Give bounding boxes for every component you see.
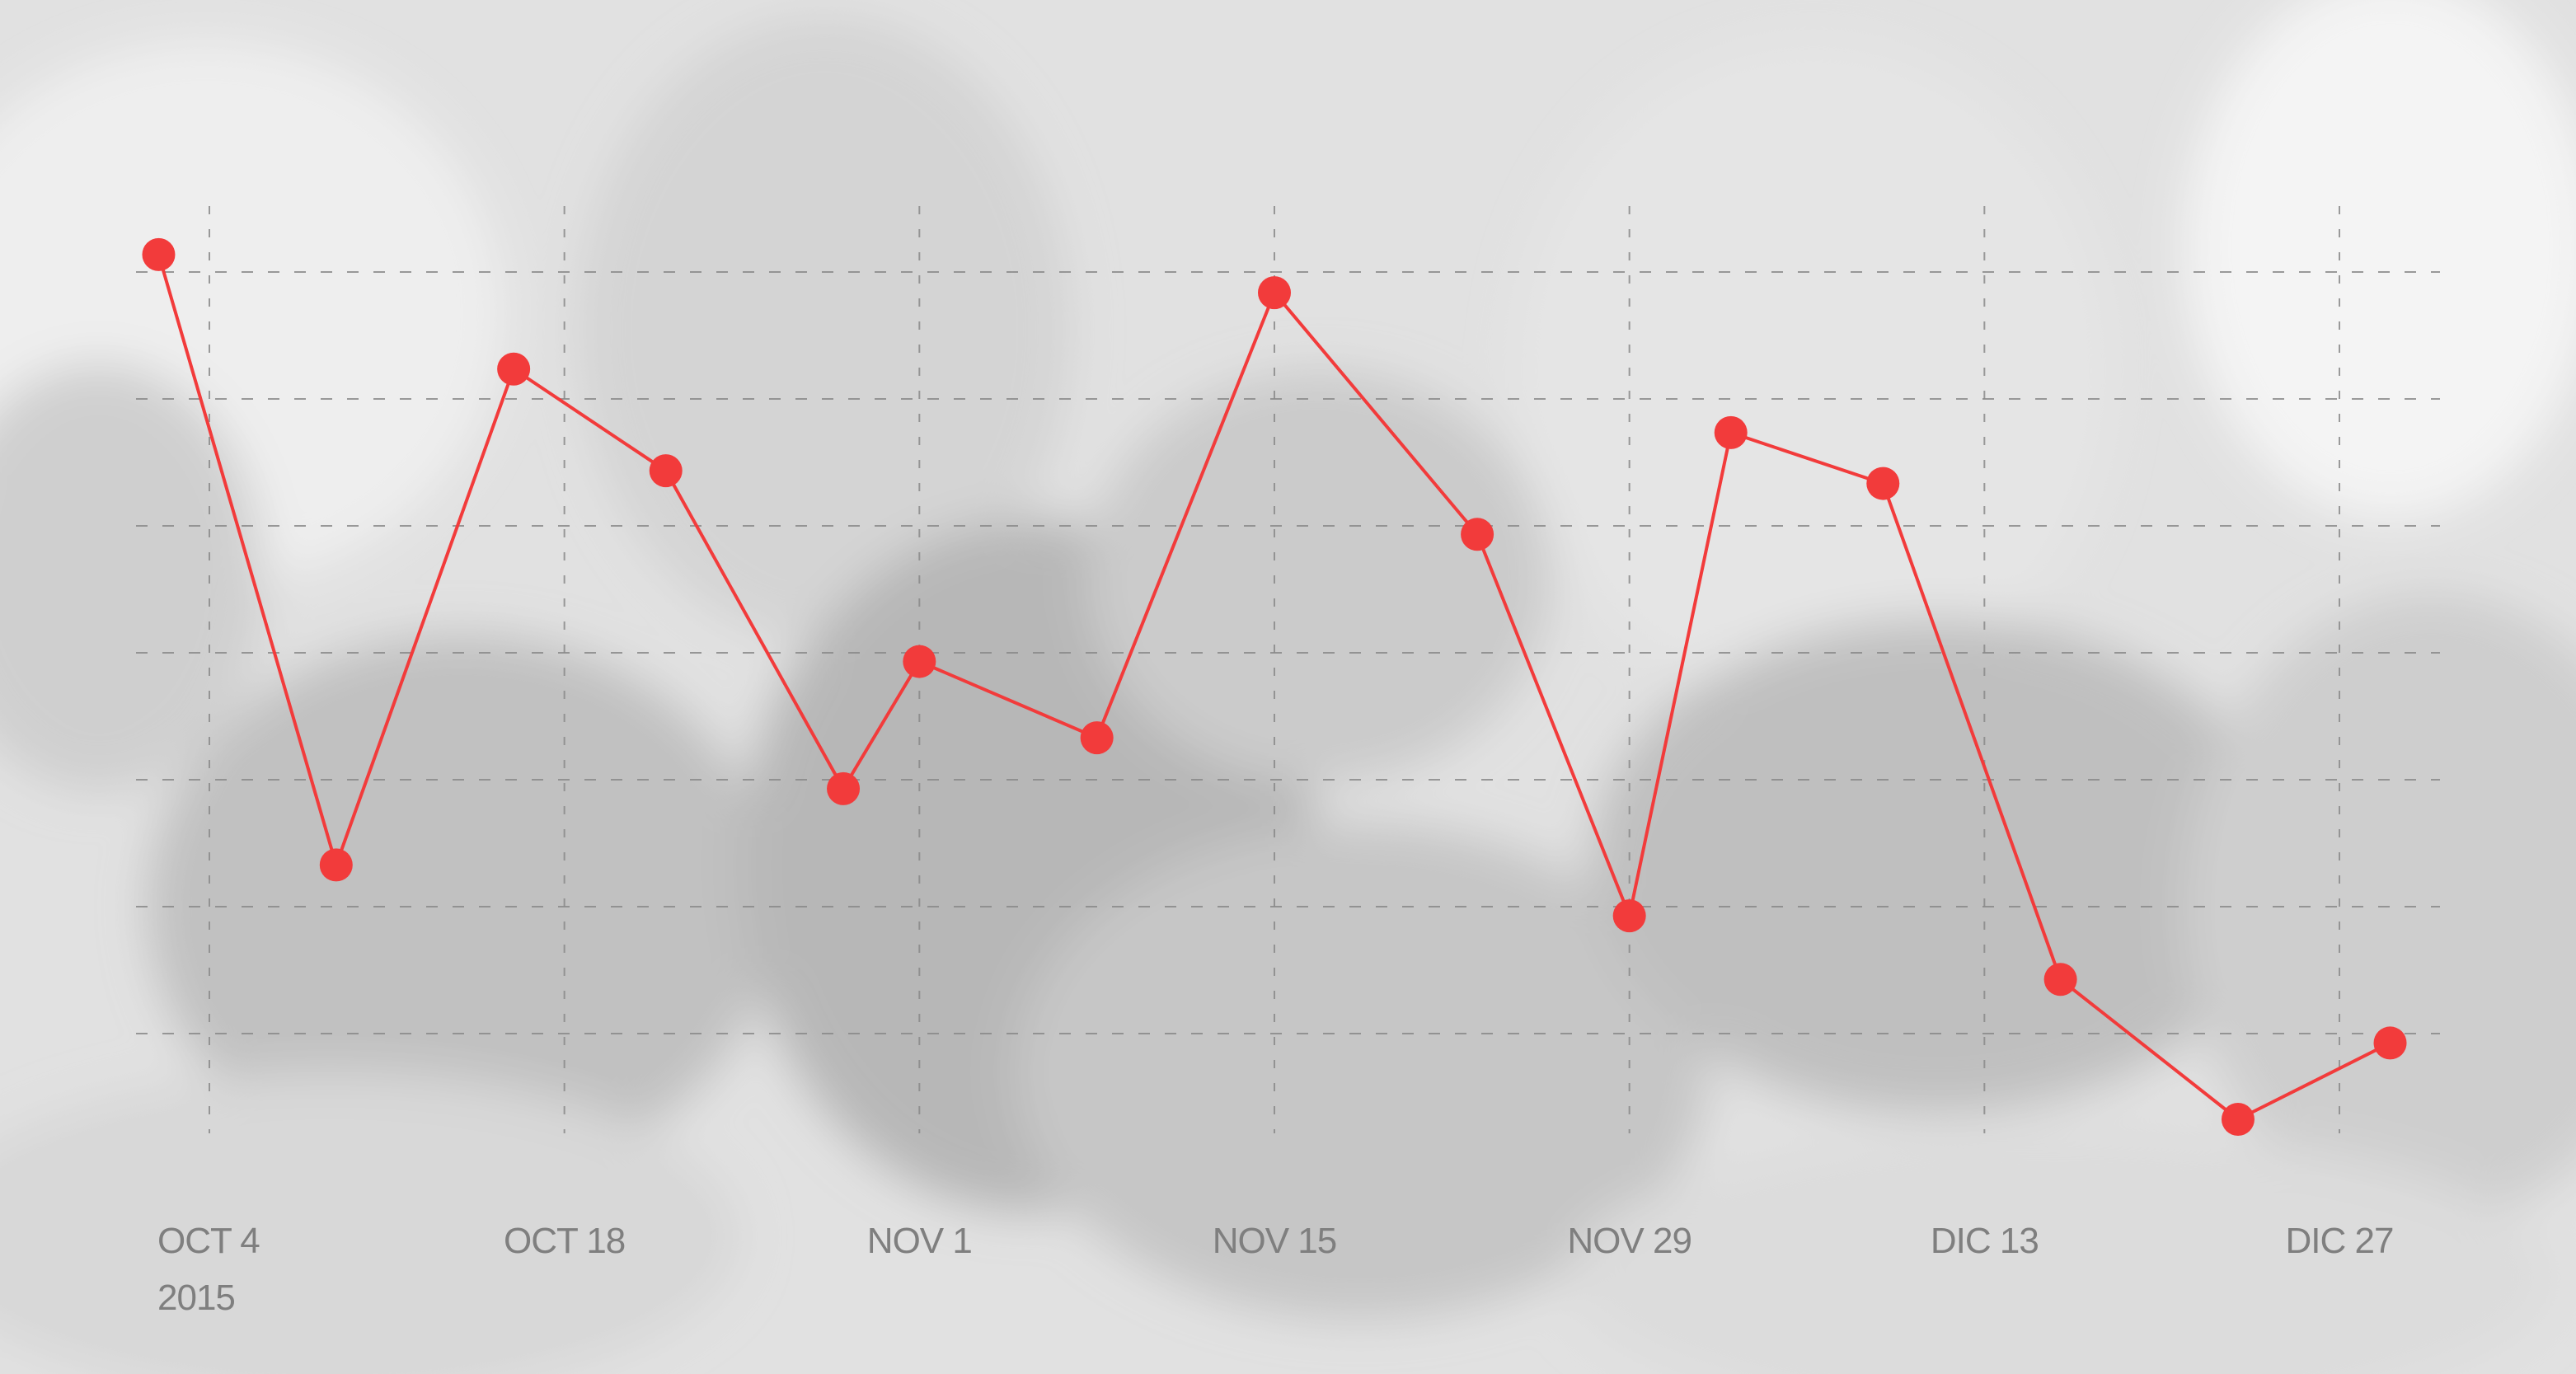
data-point-7 <box>1258 276 1291 310</box>
x-axis-tick-labels: OCT 4 OCT 18 NOV 1 NOV 15 NOV 29 DIC 13 DIC 27 <box>157 1221 2394 1261</box>
data-points <box>142 237 2407 1136</box>
x-tick-label-0: OCT 4 <box>157 1221 260 1261</box>
x-tick-label-5: DIC 13 <box>1931 1221 2039 1261</box>
x-axis-year-label: 2015 <box>157 1278 235 1318</box>
data-point-12 <box>2043 963 2077 997</box>
data-point-8 <box>1461 518 1494 551</box>
horizontal-gridlines <box>136 271 2440 1034</box>
x-tick-label-4: NOV 29 <box>1567 1221 1692 1261</box>
data-point-1 <box>319 848 353 882</box>
x-tick-label-6: DIC 27 <box>2286 1221 2394 1261</box>
data-point-3 <box>649 454 683 488</box>
data-point-9 <box>1612 899 1646 933</box>
data-point-11 <box>1866 467 1900 500</box>
data-point-13 <box>2221 1103 2255 1136</box>
data-point-4 <box>827 771 861 805</box>
data-point-6 <box>1080 721 1114 755</box>
data-point-5 <box>903 645 936 678</box>
data-point-2 <box>497 352 531 386</box>
x-tick-label-3: NOV 15 <box>1213 1221 1337 1261</box>
data-point-10 <box>1714 415 1748 449</box>
x-tick-label-1: OCT 18 <box>504 1221 625 1261</box>
data-point-14 <box>2373 1026 2407 1060</box>
vertical-gridlines <box>209 206 2340 1133</box>
data-point-0 <box>142 237 176 271</box>
x-tick-label-2: NOV 1 <box>867 1221 972 1261</box>
